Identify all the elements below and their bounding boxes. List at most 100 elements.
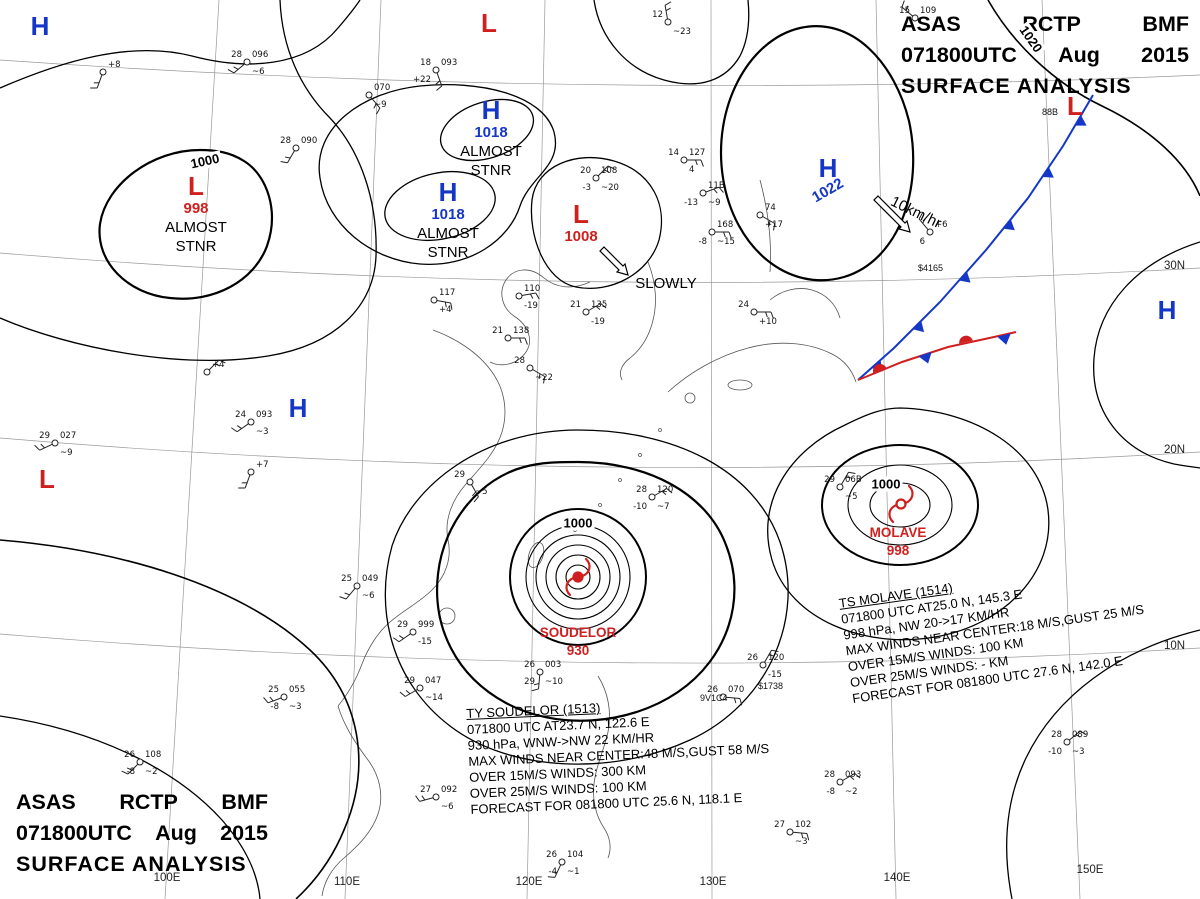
map-geometry [415,795,420,802]
station-value: 06B [845,475,862,485]
map-geometry [247,418,255,426]
map-geometry [848,471,856,474]
pressure-letter: H [1157,295,1177,325]
map-geometry [214,363,221,367]
isobar-path [545,544,611,610]
station-value: -8 [827,787,835,797]
stationary-front-line [857,331,1017,381]
high-pressure-center: H 1022 [809,154,846,206]
map-geometry [1063,738,1071,746]
pressure-value: 1018 [431,206,465,224]
map-geometry [244,474,251,489]
pressure-letter: H [288,393,308,423]
station-plot: 28 120 -10 ~7 [633,485,673,512]
map-geometry [554,864,562,878]
station-value: -8 [699,237,707,247]
coastline-path [489,269,591,366]
station-plot: 26 120 -15 [747,649,784,680]
station-value: 25 [268,685,279,695]
station-plot: 14 127 4 [668,148,705,175]
map-geometry [208,359,220,371]
map-geometry [901,0,905,8]
map-geometry [901,6,914,17]
station-plot: 29 06B ~5 [824,471,862,502]
map-geometry [405,689,411,695]
station-value: 28 [636,485,647,495]
map-geometry [524,337,528,345]
station-value: ~9 [374,100,387,110]
grid-line [526,0,546,899]
title-word: 2015 [1141,43,1189,67]
station-value: 29 [39,431,50,441]
station-value: 089 [1072,730,1088,740]
map-geometry [905,5,909,11]
map-geometry [770,311,774,319]
station-plot: 117 +4 [430,288,455,315]
station-plot: 28 090 [280,136,317,164]
storm-report-block: TY SOUDELOR (1513) 071800 UTC AT23.7 N, 1… [466,693,772,818]
map-geometry [284,156,291,159]
longitude-label: 120E [515,876,543,888]
isobar-path [821,444,979,566]
title-word: BMF [221,790,268,814]
grid-line [710,0,713,899]
map-geometry [756,211,764,219]
station-value: 74 [765,203,776,213]
station-value: 6 [920,237,925,247]
isobar-path [565,564,591,590]
title-word: 071800UTC [16,821,132,845]
map-geometry [922,218,926,224]
map-geometry [592,174,600,182]
station-value: 25 [341,574,352,584]
station-plot: 29 ~5 [454,470,488,503]
map-geometry [529,293,534,299]
station-value: 29 [824,475,835,485]
chart-title-bottom-left: ASAS RCTP BMF 071800UTC Aug 2015 SURFACE ANA… [16,790,268,883]
station-value: ~5 [475,487,488,497]
coastline-path [667,342,857,393]
station-annotation: 9V1C4 [700,693,728,703]
station-value: 28 [1051,730,1062,740]
isobar-path [439,98,535,162]
station-value: 117 [439,288,455,298]
isobar-label: 1000 [561,515,595,531]
station-value: +17 [765,220,783,230]
longitude-label: 140E [883,872,911,884]
station-plot: 28 093 -8 ~2 [824,770,861,797]
map-geometry [280,693,288,701]
map-geometry [435,80,441,85]
isobar-path [384,171,496,241]
map-geometry [405,689,418,697]
station-value: 168 [717,220,733,230]
map-geometry [854,773,861,779]
low-pressure-center: L 998 ALMOST STNR [165,172,227,255]
station-plot: 74 +17 [756,203,783,231]
map-geometry [531,688,539,692]
station-value: +4 [439,305,452,315]
cold-front-triangle [1074,115,1087,126]
station-plot: 070 ~9 [365,83,390,115]
station-plot: +6 6 [918,212,948,247]
stationary-front-triangle [918,351,932,364]
weather-fronts [857,94,1094,381]
station-value: 070 [728,685,744,695]
map-geometry [664,5,668,20]
isobar-label: 1000 [869,476,903,492]
station-value: 28 [231,50,242,60]
map-geometry [218,359,226,364]
station-value: 003 [545,660,561,670]
isobar-path [0,539,360,899]
map-geometry [771,649,779,652]
map-geometry [536,668,544,676]
station-value: -4 [549,867,557,877]
station-plot: 15 109 [899,0,936,22]
pressure-letter: L [1067,91,1083,121]
station-value: ~23 [673,27,691,37]
title-word: Aug [155,821,197,845]
station-value: 24 [235,410,246,420]
map-geometry [370,96,381,109]
isobar-path [719,25,915,282]
station-value: +22 [413,75,431,85]
station-value: 29 [404,676,415,686]
